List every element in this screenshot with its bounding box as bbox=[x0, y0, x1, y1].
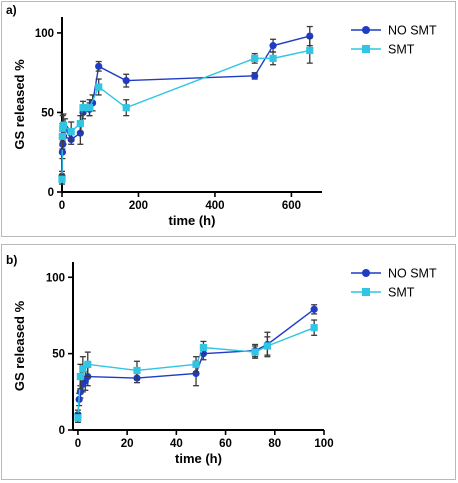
data-point bbox=[76, 372, 84, 381]
data-point bbox=[79, 104, 87, 112]
data-point bbox=[310, 305, 318, 313]
data-point bbox=[251, 54, 259, 62]
panel-a: a) 0 50 100 0 200 400 600 time (h) GS released % N… bbox=[6, 3, 437, 228]
x-axis-title: time (h) bbox=[169, 213, 216, 228]
data-point bbox=[269, 54, 277, 62]
legend-marker bbox=[362, 288, 370, 296]
series-no-smt bbox=[58, 25, 314, 182]
data-point bbox=[251, 348, 259, 356]
data-point bbox=[59, 121, 68, 129]
x-tick-label: 80 bbox=[268, 438, 281, 450]
data-point bbox=[79, 365, 87, 373]
x-tick-label: 100 bbox=[314, 438, 333, 450]
panel-b: b) 0 50 100 0 20 40 60 80 100 time (h) GS released … bbox=[6, 253, 437, 466]
data-point bbox=[310, 324, 318, 332]
data-point bbox=[306, 46, 314, 55]
legend-marker bbox=[362, 45, 370, 53]
data-point bbox=[85, 104, 94, 112]
x-tick-label: 200 bbox=[129, 200, 148, 212]
data-point bbox=[199, 343, 208, 352]
data-point bbox=[58, 175, 66, 183]
legend-label: NO SMT bbox=[388, 24, 437, 38]
legend: NO SMT SMT bbox=[351, 267, 437, 300]
y-tick-label: 50 bbox=[52, 349, 65, 361]
panel-label: b) bbox=[6, 253, 17, 267]
x-tick-label: 0 bbox=[59, 200, 65, 212]
y-tick-label: 100 bbox=[35, 28, 54, 40]
x-tick-label: 60 bbox=[219, 438, 232, 450]
panel-b-frame bbox=[1, 244, 456, 480]
legend-marker bbox=[362, 26, 370, 34]
data-point bbox=[263, 342, 272, 350]
x-tick-label: 400 bbox=[205, 200, 224, 212]
x-tick-label: 600 bbox=[282, 200, 301, 212]
data-point bbox=[76, 388, 84, 396]
series-smt bbox=[74, 319, 318, 424]
panel-a-frame bbox=[1, 1, 456, 237]
panel-label: a) bbox=[6, 3, 17, 17]
y-tick-label: 0 bbox=[59, 425, 65, 437]
data-point bbox=[76, 119, 84, 128]
y-tick-label: 50 bbox=[41, 107, 54, 119]
x-tick-label: 20 bbox=[121, 438, 134, 450]
y-axis-title: GS released % bbox=[12, 300, 27, 391]
x-tick-label: 0 bbox=[75, 438, 81, 450]
data-point bbox=[133, 366, 141, 375]
legend-label: SMT bbox=[388, 43, 415, 57]
data-point bbox=[269, 42, 277, 50]
data-point bbox=[84, 360, 92, 368]
x-tick-label: 40 bbox=[170, 438, 183, 450]
data-point bbox=[251, 72, 259, 80]
data-point bbox=[95, 83, 103, 91]
data-point bbox=[192, 360, 200, 368]
data-point bbox=[74, 414, 82, 422]
series-smt bbox=[58, 37, 314, 185]
legend-label: SMT bbox=[388, 286, 415, 300]
data-point bbox=[95, 62, 103, 70]
data-point bbox=[122, 77, 130, 85]
y-tick-label: 0 bbox=[48, 187, 54, 199]
legend-label: NO SMT bbox=[388, 267, 437, 281]
data-point bbox=[58, 132, 66, 140]
legend-marker bbox=[362, 269, 370, 277]
x-axis-title: time (h) bbox=[175, 451, 222, 466]
legend: NO SMT SMT bbox=[351, 24, 437, 57]
y-axis-title: GS released % bbox=[12, 59, 27, 150]
y-tick-label: 100 bbox=[46, 272, 65, 284]
series-line bbox=[77, 327, 315, 418]
data-point bbox=[122, 104, 130, 112]
data-point bbox=[67, 127, 75, 136]
